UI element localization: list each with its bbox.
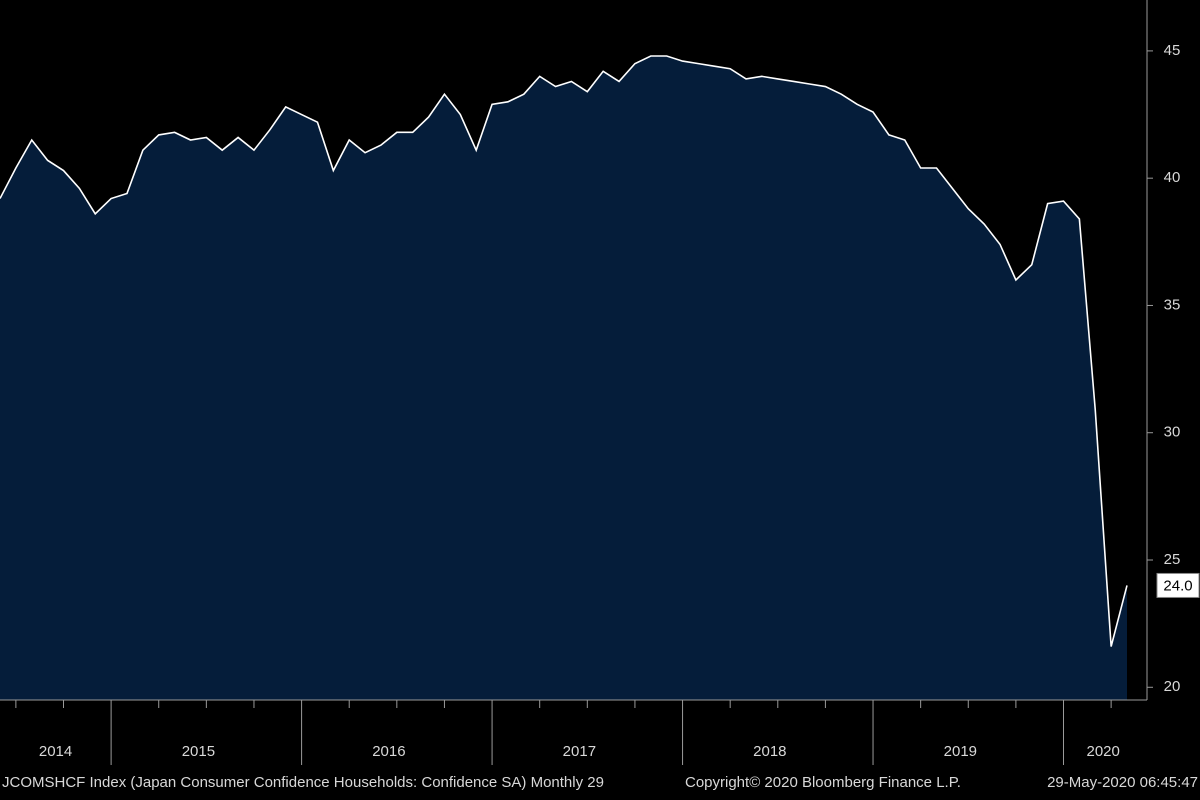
y-tick-label: 45 <box>1164 42 1181 59</box>
y-tick-label: 35 <box>1164 296 1181 313</box>
copyright-note: Copyright© 2020 Bloomberg Finance L.P. <box>685 774 961 791</box>
area-fill <box>0 56 1127 700</box>
series-line <box>0 55 1128 647</box>
y-tick-label: 25 <box>1164 551 1181 568</box>
x-tick-label: 2017 <box>563 743 596 760</box>
x-tick-label: 2016 <box>372 743 405 760</box>
x-tick-label: 2019 <box>944 743 977 760</box>
last-value-label: 24.0 <box>1163 577 1192 594</box>
y-tick-label: 30 <box>1164 424 1181 441</box>
last-value-box <box>1156 572 1200 598</box>
source-note: JCOMSHCF Index (Japan Consumer Confidenc… <box>2 774 604 791</box>
x-tick-label: 2015 <box>182 743 215 760</box>
y-tick-label: 20 <box>1164 678 1181 695</box>
x-tick-label: 2020 <box>1087 743 1120 760</box>
x-tick-label: 2014 <box>39 743 72 760</box>
y-tick-label: 40 <box>1164 169 1181 186</box>
x-tick-label: 2018 <box>753 743 786 760</box>
timestamp: 29-May-2020 06:45:47 <box>1047 774 1198 791</box>
